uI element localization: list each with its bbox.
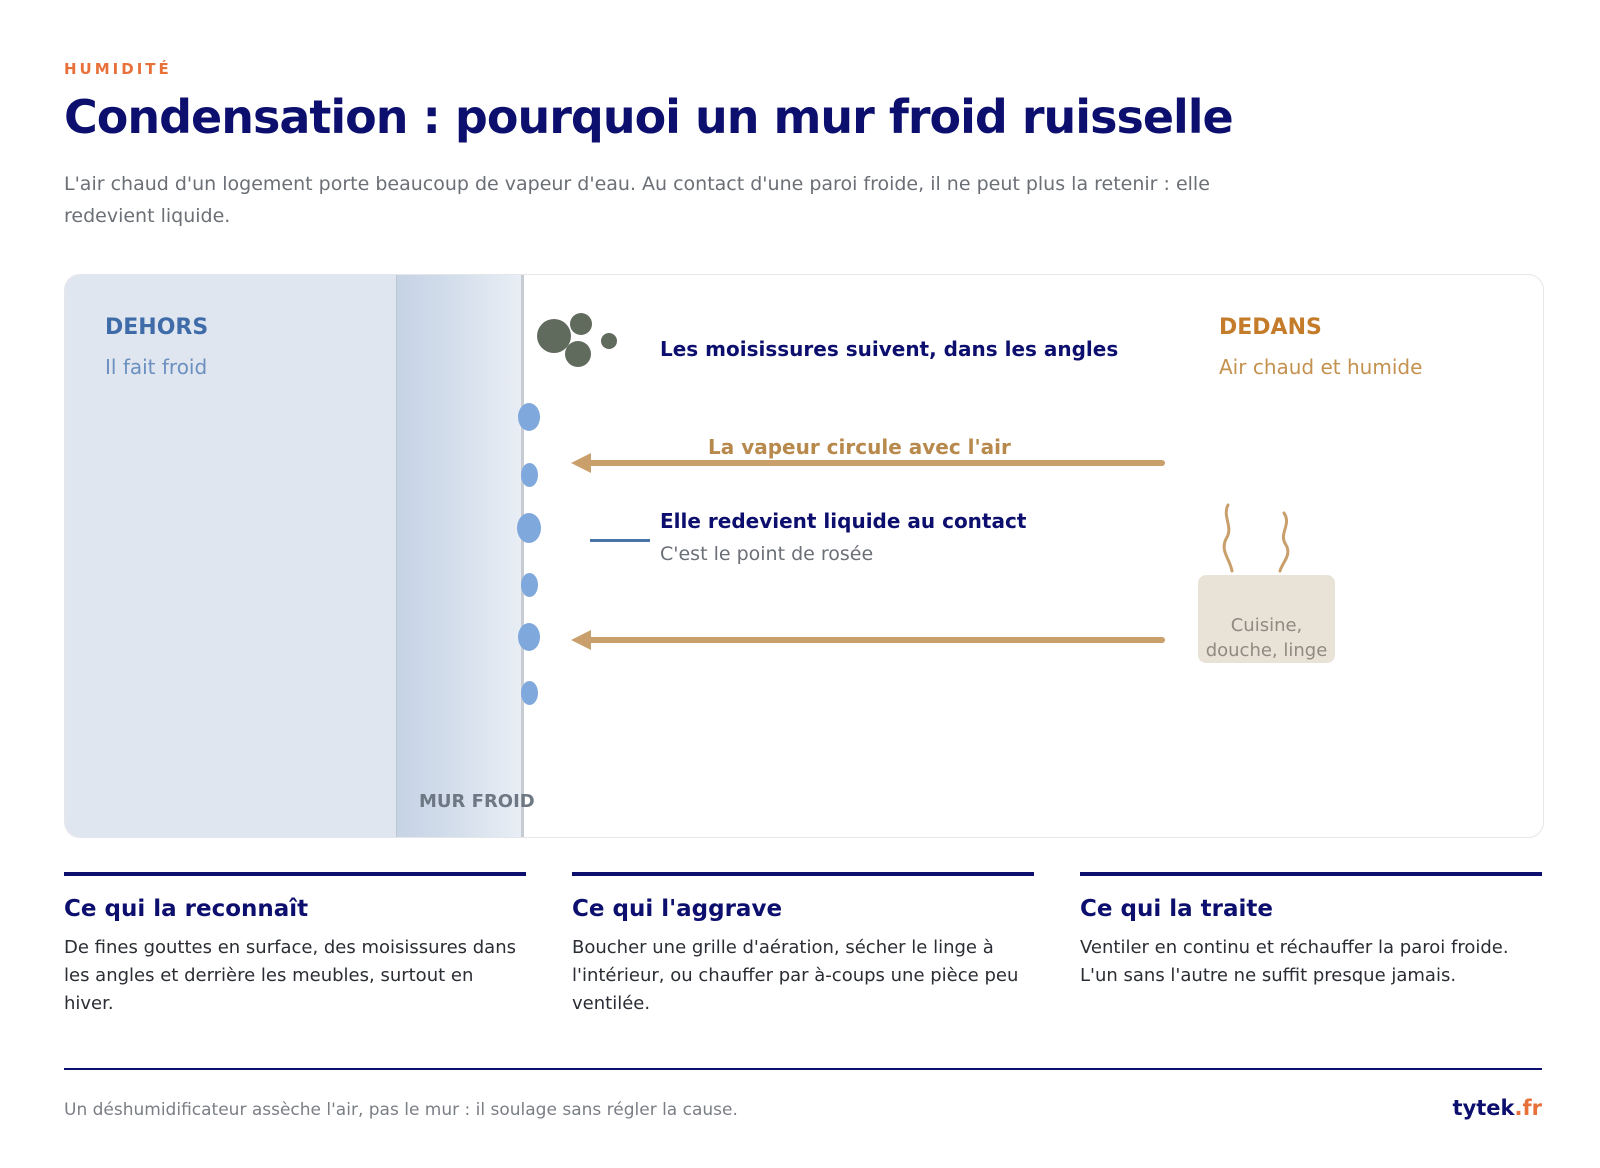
steam-icon — [1222, 503, 1290, 573]
contact-title: Elle redevient liquide au contact — [660, 509, 1027, 533]
card-title: Ce qui la traite — [1080, 896, 1273, 922]
vapor-label: La vapeur circule avec l'air — [708, 435, 1011, 459]
info-card-treat: Ce qui la traite Ventiler en continu et … — [1080, 872, 1542, 990]
info-card-aggravate: Ce qui l'aggrave Boucher une grille d'aé… — [572, 872, 1034, 1018]
outside-zone — [65, 275, 396, 837]
lede: L'air chaud d'un logement porte beaucoup… — [64, 173, 1210, 227]
droplet-icon — [518, 403, 540, 431]
humidity-source-label: Cuisine, douche, linge — [1205, 615, 1328, 661]
card-title: Ce qui l'aggrave — [572, 896, 783, 922]
card-body: De fines gouttes en surface, des moisiss… — [64, 937, 516, 1014]
diagram-panel: DEHORS Il fait froid MUR FROID Les moisi… — [64, 274, 1544, 838]
outside-subtitle: Il fait froid — [105, 355, 208, 379]
card-body: Boucher une grille d'aération, sécher le… — [572, 937, 1019, 1014]
vapor-arrow — [587, 460, 1165, 466]
contact-subtitle: C'est le point de rosée — [660, 543, 874, 565]
mold-spot-icon — [565, 341, 591, 367]
inside-title: DEDANS — [1219, 315, 1322, 340]
contact-marker — [590, 539, 650, 542]
droplet-icon — [521, 463, 538, 487]
brand-logo[interactable]: tytek.fr — [1453, 1096, 1542, 1120]
info-card-recognize: Ce qui la reconnaît De fines gouttes en … — [64, 872, 526, 1018]
brand-tld: .fr — [1514, 1096, 1542, 1120]
droplet-icon — [521, 573, 538, 597]
droplet-icon — [521, 681, 538, 705]
cold-wall — [396, 275, 524, 837]
droplet-icon — [517, 513, 541, 543]
vapor-arrow-head-icon — [571, 630, 591, 650]
mold-label: Les moisissures suivent, dans les angles — [660, 337, 1119, 361]
mold-spot-icon — [570, 313, 592, 335]
page-title: Condensation : pourquoi un mur froid rui… — [64, 90, 1234, 144]
droplet-icon — [518, 623, 540, 651]
inside-subtitle: Air chaud et humide — [1219, 355, 1423, 379]
outside-title: DEHORS — [105, 315, 209, 340]
card-title: Ce qui la reconnaît — [64, 896, 309, 922]
wall-label: MUR FROID — [419, 791, 535, 812]
card-body: Ventiler en continu et réchauffer la par… — [1080, 937, 1509, 986]
footer-divider — [64, 1068, 1542, 1070]
humidity-source-box: Cuisine, douche, linge — [1198, 575, 1335, 663]
vapor-arrow-head-icon — [571, 453, 591, 473]
mold-spot-icon — [601, 333, 617, 349]
footer-note: Un déshumidificateur assèche l'air, pas … — [64, 1100, 738, 1120]
eyebrow: HUMIDITÉ — [64, 60, 172, 78]
vapor-arrow — [587, 637, 1165, 643]
brand-name: tytek — [1452, 1096, 1515, 1120]
